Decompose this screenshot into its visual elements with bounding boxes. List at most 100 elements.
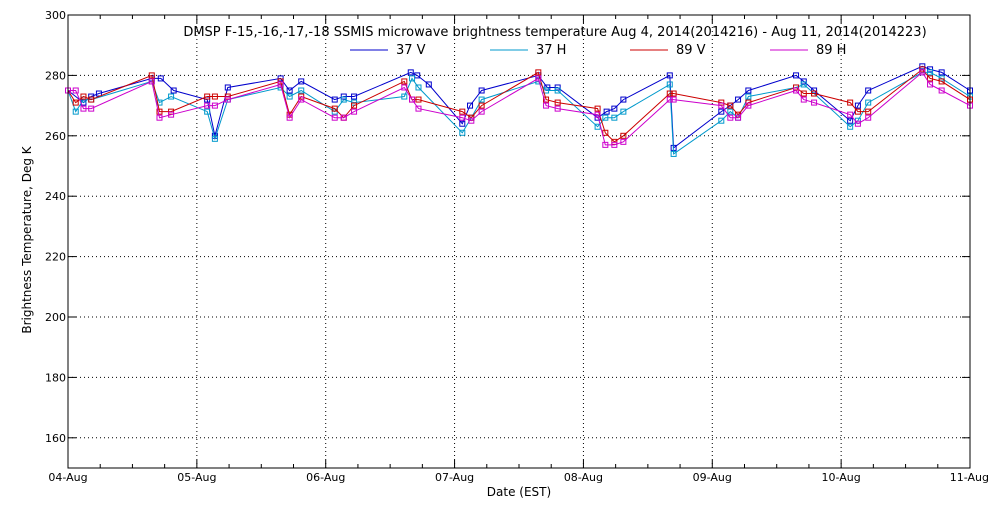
data-point-89-h — [401, 84, 408, 91]
x-tick-label: 04-Aug — [48, 471, 87, 484]
data-point-89-v — [211, 93, 218, 100]
data-point-89-h — [745, 102, 752, 109]
x-tick-label: 06-Aug — [306, 471, 345, 484]
data-point-37-v — [865, 87, 872, 94]
y-tick-label: 160 — [45, 432, 66, 445]
data-point-89-h — [602, 141, 609, 148]
data-point-89-v — [543, 96, 550, 103]
data-point-37-h — [666, 81, 673, 88]
data-point-89-v — [670, 90, 677, 97]
data-point-37-h — [611, 114, 618, 121]
data-point-89-h — [554, 105, 561, 112]
data-point-89-v — [865, 108, 872, 115]
y-tick-label: 300 — [45, 9, 66, 22]
data-point-89-h — [415, 105, 422, 112]
data-point-37-h — [415, 84, 422, 91]
data-point-37-v — [718, 108, 725, 115]
series-line-37-v — [67, 65, 971, 149]
data-point-89-h — [620, 138, 627, 145]
data-point-89-v — [602, 129, 609, 136]
data-point-89-h — [156, 114, 163, 121]
data-point-89-h — [409, 96, 416, 103]
data-point-37-h — [602, 114, 609, 121]
data-point-89-v — [620, 132, 627, 139]
data-point-37-v — [554, 84, 561, 91]
data-point-37-v — [467, 102, 474, 109]
data-point-37-v — [544, 84, 551, 91]
data-point-89-h — [594, 111, 601, 118]
y-tick-label: 220 — [45, 251, 66, 264]
data-point-37-v — [331, 96, 338, 103]
x-tick-label: 07-Aug — [435, 471, 474, 484]
data-point-37-h — [554, 87, 561, 94]
data-point-37-v — [204, 96, 211, 103]
data-point-89-v — [811, 90, 818, 97]
chart-title: DMSP F-15,-16,-17,-18 SSMIS microwave br… — [183, 25, 926, 40]
legend-label-37-v: 37 V — [396, 43, 426, 58]
series-line-37-h — [67, 71, 971, 155]
data-point-89-h — [224, 96, 231, 103]
data-point-89-h — [478, 108, 485, 115]
data-point-37-v — [800, 78, 807, 85]
data-point-89-v — [148, 72, 155, 79]
data-point-89-v — [478, 102, 485, 109]
data-point-89-h — [666, 96, 673, 103]
x-tick-label: 08-Aug — [564, 471, 603, 484]
data-point-37-h — [156, 99, 163, 106]
data-point-89-h — [204, 102, 211, 109]
data-point-37-h — [409, 75, 416, 82]
data-point-37-h — [620, 108, 627, 115]
data-point-89-v — [80, 93, 87, 100]
data-point-89-v — [594, 105, 601, 112]
data-point-89-v — [156, 108, 163, 115]
data-point-37-v — [340, 93, 347, 100]
data-point-37-h — [927, 69, 934, 76]
data-point-37-h — [478, 96, 485, 103]
data-point-89-v — [331, 105, 338, 112]
data-point-89-v — [927, 75, 934, 82]
x-tick-label: 09-Aug — [693, 471, 732, 484]
data-point-37-v — [854, 102, 861, 109]
data-point-89-v — [745, 99, 752, 106]
data-point-37-h — [800, 81, 807, 88]
data-point-89-v — [72, 99, 79, 106]
y-tick-label: 200 — [45, 311, 66, 324]
data-point-37-v — [938, 69, 945, 76]
data-point-89-v — [666, 90, 673, 97]
y-tick-label: 240 — [45, 190, 66, 203]
data-point-37-v — [170, 87, 177, 94]
grid-layer — [68, 15, 970, 468]
data-point-37-h — [401, 93, 408, 100]
data-point-37-h — [459, 129, 466, 136]
data-point-89-v — [727, 102, 734, 109]
data-point-89-v — [168, 108, 175, 115]
x-tick-label: 10-Aug — [822, 471, 861, 484]
data-point-37-v — [793, 72, 800, 79]
data-point-37-h — [211, 135, 218, 142]
series-layer — [65, 63, 973, 157]
y-axis-label: Brightness Temperature, Deg K — [20, 145, 34, 333]
data-point-89-v — [88, 96, 95, 103]
data-point-89-h — [611, 141, 618, 148]
data-point-37-v — [620, 96, 627, 103]
data-point-37-h — [727, 108, 734, 115]
data-point-37-v — [745, 87, 752, 94]
data-point-89-h — [927, 81, 934, 88]
data-point-89-h — [468, 117, 475, 124]
data-point-89-v — [938, 78, 945, 85]
data-point-37-v — [603, 108, 610, 115]
data-point-37-h — [847, 123, 854, 130]
y-tick-label: 280 — [45, 69, 66, 82]
data-point-89-v — [351, 102, 358, 109]
data-point-37-v — [611, 105, 618, 112]
data-point-89-h — [298, 96, 305, 103]
y-tick-label: 260 — [45, 130, 66, 143]
data-point-89-h — [727, 114, 734, 121]
data-point-89-h — [148, 78, 155, 85]
data-point-37-v — [407, 69, 414, 76]
data-point-37-h — [72, 108, 79, 115]
legend-label-89-v: 89 V — [676, 43, 706, 58]
data-point-89-v — [800, 90, 807, 97]
